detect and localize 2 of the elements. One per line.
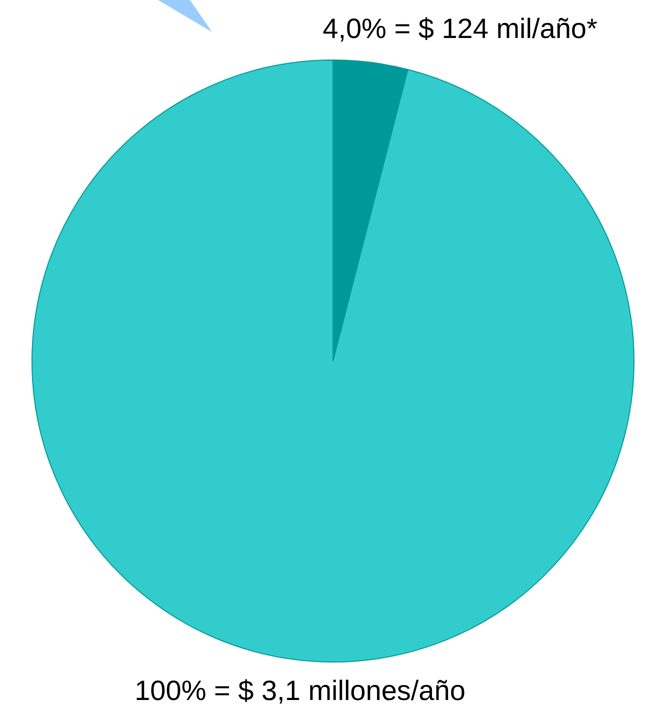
slice-label: 4,0% = $ 124 mil/año*	[322, 13, 598, 44]
text: 100% = $ 3,1 millones/año	[134, 675, 466, 706]
